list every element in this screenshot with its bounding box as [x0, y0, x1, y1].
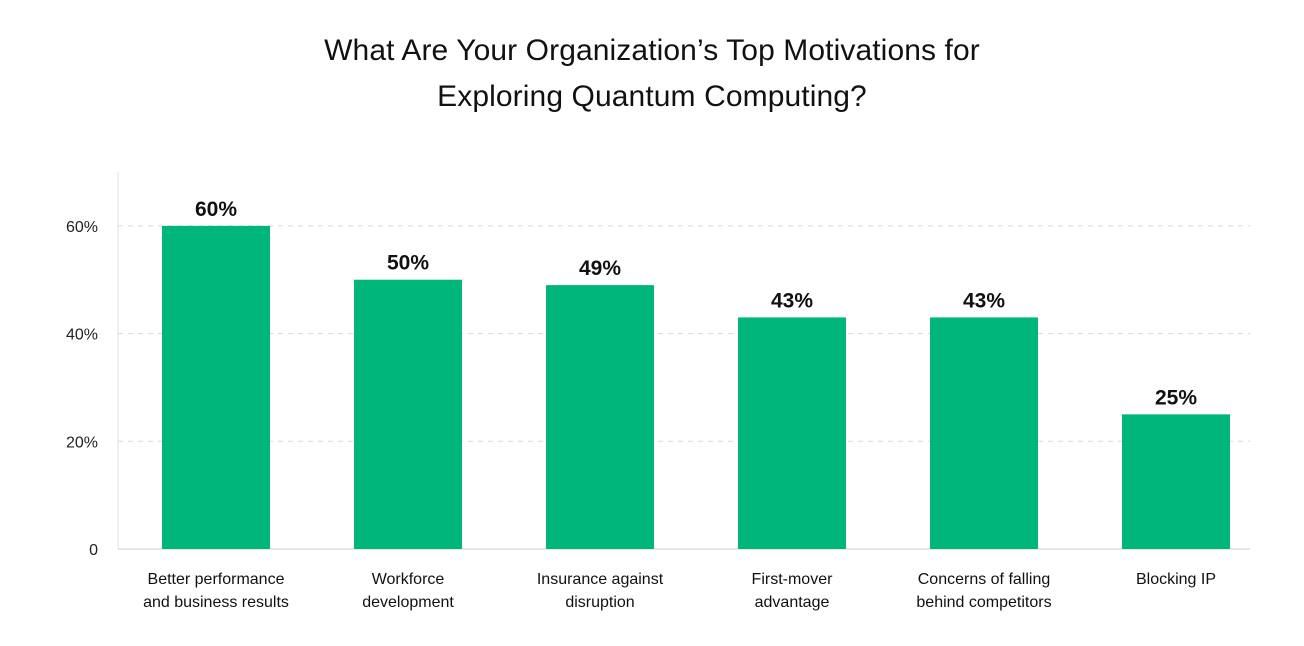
data-label: 60%	[195, 198, 237, 221]
x-tick-label: and business results	[143, 594, 289, 611]
bar	[930, 317, 1038, 549]
bar	[162, 225, 270, 549]
x-tick-label: behind competitors	[916, 594, 1051, 611]
x-tick-label: Better performance	[148, 571, 285, 588]
y-tick-label: 40%	[66, 327, 98, 344]
gridlines	[118, 225, 1250, 442]
bar	[354, 279, 462, 549]
y-tick-label: 60%	[66, 219, 98, 236]
chart-title-line-2: Exploring Quantum Computing?	[437, 80, 867, 113]
x-tick-label: Workforce	[372, 571, 445, 588]
x-tick-label: First-mover	[752, 571, 834, 588]
chart-title: What Are Your Organization’s Top Motivat…	[0, 28, 1304, 120]
data-label: 25%	[1155, 386, 1197, 409]
x-tick-label: Blocking IP	[1136, 571, 1216, 588]
labels: 0 20% 40% 60% 60% Better performance and busin…	[66, 198, 1216, 611]
bars	[162, 225, 1230, 549]
data-label: 49%	[579, 257, 621, 280]
y-tick-label: 20%	[66, 434, 98, 451]
x-tick-label: disruption	[565, 594, 634, 611]
bar	[1122, 414, 1230, 549]
bar	[546, 285, 654, 549]
x-tick-label: Insurance against	[537, 571, 664, 588]
chart-title-line-1: What Are Your Organization’s Top Motivat…	[324, 34, 980, 67]
data-label: 43%	[963, 289, 1005, 312]
axes	[117, 172, 1250, 550]
data-label: 43%	[771, 289, 813, 312]
x-tick-label: Concerns of falling	[918, 571, 1051, 588]
x-tick-label: advantage	[755, 594, 830, 611]
bar	[738, 317, 846, 549]
data-label: 50%	[387, 252, 429, 275]
y-tick-label: 0	[89, 542, 98, 559]
x-tick-label: development	[362, 594, 454, 611]
